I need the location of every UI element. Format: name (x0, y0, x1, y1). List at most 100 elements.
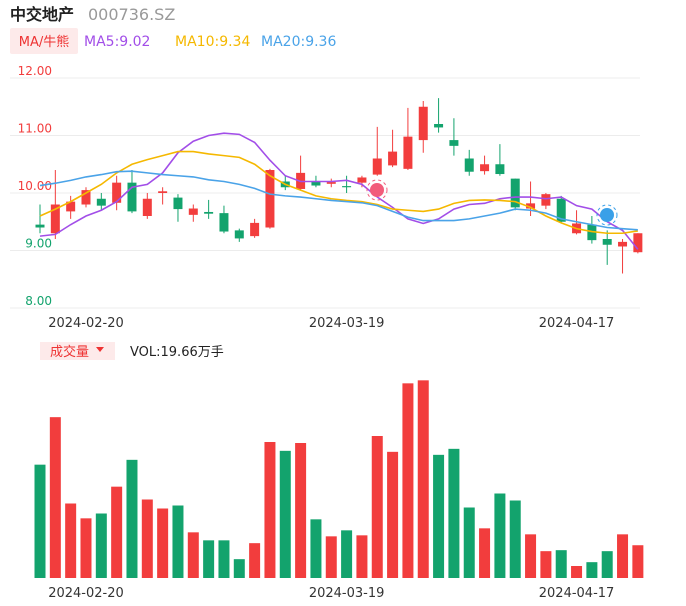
volume-label: VOL:19.66万手 (130, 345, 224, 360)
volume-bar (233, 559, 245, 578)
volume-bar (356, 535, 368, 578)
x-tick-label: 2024-02-20 (48, 316, 124, 331)
volume-bar (203, 540, 215, 578)
candle-body (403, 136, 413, 169)
candle-body (311, 181, 321, 186)
volume-bar (157, 508, 169, 578)
ma-line (39, 132, 639, 250)
volume-bar (417, 380, 429, 578)
candle-body (112, 182, 122, 203)
volume-bar (463, 507, 475, 578)
candle-body (204, 211, 214, 214)
volume-bar (433, 454, 445, 578)
volume-bar (172, 505, 184, 578)
volume-bar (34, 464, 46, 578)
y-tick-label: 11.00 (18, 122, 52, 136)
candle-body (142, 198, 152, 216)
volume-bar (479, 528, 491, 578)
candle-body (342, 186, 352, 188)
candle-body (173, 197, 183, 210)
volume-button[interactable]: 成交量 (50, 344, 89, 360)
candle-body (434, 124, 444, 128)
candle-body (372, 158, 382, 175)
volume-bar (632, 545, 644, 578)
volume-bar (341, 530, 353, 578)
candle-body (66, 201, 76, 212)
volume-bar (279, 450, 291, 578)
candle-body (326, 182, 336, 184)
candle-body (35, 224, 45, 228)
bear-icon (596, 204, 618, 226)
volume-bar (494, 493, 506, 578)
volume-bar (141, 499, 153, 578)
candle-body (495, 164, 505, 175)
volume-bar (187, 532, 199, 578)
candle-body (127, 182, 137, 212)
candle-body (96, 198, 106, 206)
candle-body (464, 158, 474, 172)
volume-bar (586, 562, 598, 578)
y-tick-label: 10.00 (18, 179, 52, 193)
volume-bar (571, 566, 583, 578)
y-tick-label: 8.00 (25, 294, 52, 308)
volume-bar (65, 503, 77, 578)
candle-body (449, 140, 459, 146)
candle-body (541, 194, 551, 206)
y-tick-label: 9.00 (25, 237, 52, 251)
volume-bar (126, 459, 138, 578)
dropdown-arrow (96, 347, 104, 352)
volume-bar (402, 383, 414, 578)
legend-entry: MA10:9.34 (175, 34, 250, 50)
x-tick-label: 2024-04-17 (539, 586, 615, 601)
volume-bar (617, 534, 629, 578)
candle-body (50, 204, 60, 234)
volume-button-bg[interactable] (40, 342, 115, 360)
candle-body (418, 106, 428, 141)
volume-bar (540, 551, 552, 578)
volume-bar (387, 451, 399, 578)
candle-body (526, 203, 536, 209)
ma-button[interactable]: MA/牛熊 (19, 34, 70, 50)
legend-entry: MA5:9.02 (84, 34, 150, 50)
stock-name: 中交地产 (10, 5, 74, 24)
x-tick-label: 2024-02-20 (48, 586, 124, 601)
candle-body (250, 222, 260, 237)
candle-body (357, 177, 367, 183)
legend-entry: MA20:9.36 (261, 34, 336, 50)
candle-body (219, 213, 229, 232)
volume-bar (111, 486, 123, 578)
volume-bar (95, 513, 107, 578)
candle-body (633, 233, 643, 253)
candle-body (81, 190, 91, 205)
volume-bar (80, 518, 92, 578)
candle-body (388, 151, 398, 166)
x-tick-label: 2024-04-17 (539, 316, 615, 331)
volume-bar (371, 436, 383, 578)
ma-line (39, 170, 638, 231)
x-tick-label: 2024-03-19 (309, 586, 385, 601)
volume-bar (448, 448, 460, 578)
volume-bar (295, 443, 307, 578)
candle-body (158, 191, 168, 193)
plot: 12.00 11.00 10.00 9.00 8.00 2024-02-20 2024-02… (10, 64, 644, 601)
stock-code: 000736.SZ (88, 5, 175, 24)
candle-body (265, 170, 275, 228)
volume-bar (601, 551, 613, 578)
candle-body (480, 164, 490, 172)
ma-button-bg[interactable] (10, 28, 78, 54)
volume-bar (49, 417, 61, 578)
y-tick-label: 12.00 (18, 64, 52, 78)
volume-bar (555, 550, 567, 578)
volume-bar (218, 540, 230, 578)
candle-body (587, 224, 597, 241)
volume-bar (325, 536, 337, 578)
candle-body (234, 230, 244, 239)
candle-body (602, 239, 612, 245)
volume-bar (509, 500, 521, 578)
candle-body (556, 198, 566, 222)
candle-body (188, 208, 198, 215)
volume-bar (264, 442, 276, 578)
x-tick-label: 2024-03-19 (309, 316, 385, 331)
volume-bar (525, 534, 537, 578)
